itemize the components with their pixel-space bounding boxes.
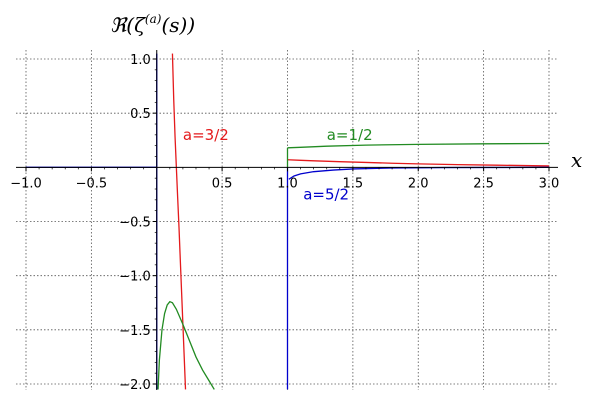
y-tick-label: 1.0 xyxy=(130,53,151,68)
series-2-line xyxy=(158,302,214,390)
y-tick-label: −1.0 xyxy=(119,270,151,285)
annotations: a=3/2 a=1/2 a=5/2 xyxy=(183,126,373,204)
tick-labels: −1.0 −0.5 0.5 1.0 1.5 2.0 2.5 3.01.00.5−0.5−1.0… xyxy=(10,53,559,393)
x-tick-label: 0.5 xyxy=(212,176,233,191)
x-tick-label: 3.0 xyxy=(539,176,560,191)
y-axis-label: ℜ(ζ(a)(s)) xyxy=(110,12,195,37)
annotation-2: a=1/2 xyxy=(327,126,373,144)
y-tick-label: −1.5 xyxy=(119,324,151,339)
y-tick-label: 0.5 xyxy=(130,107,151,122)
x-axis-label: x xyxy=(571,148,582,172)
x-tick-label: −1.0 xyxy=(10,176,42,191)
annotation-1: a=3/2 xyxy=(183,126,229,144)
x-tick-label: −0.5 xyxy=(76,176,108,191)
y-tick-label: −0.5 xyxy=(119,216,151,231)
annotation-3: a=5/2 xyxy=(303,185,349,203)
y-tick-label: −2.0 xyxy=(119,378,151,393)
x-tick-label: 1.0 xyxy=(277,176,298,191)
x-tick-label: 2.0 xyxy=(408,176,429,191)
x-tick-label: 2.5 xyxy=(473,176,494,191)
